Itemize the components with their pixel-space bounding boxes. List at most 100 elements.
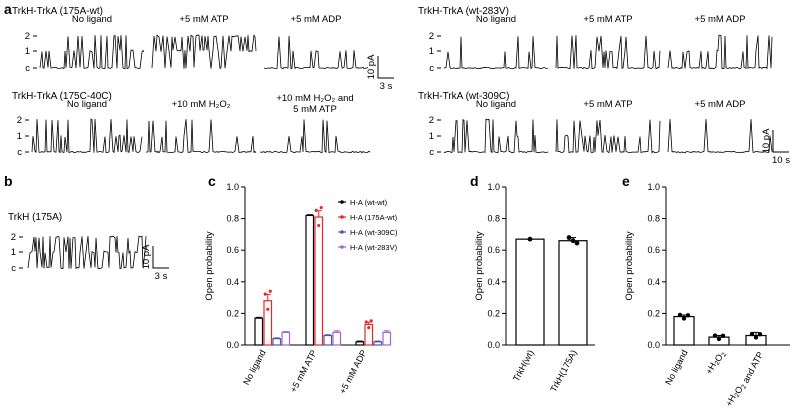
y-tick-label: 1.0 [226, 182, 239, 192]
bar [254, 317, 264, 346]
recording-group: TrkH-TrkA (175C-40C) 2 1 c No ligand +10 mM H… [12, 91, 371, 158]
bar [314, 216, 324, 346]
condition-label: +10 mM H₂O₂ [172, 99, 231, 110]
panel-label: c [208, 173, 216, 189]
data-point [753, 335, 759, 340]
data-point [757, 332, 763, 337]
bar [382, 331, 392, 346]
condition-label: 5 mM ATP [293, 104, 337, 115]
legend-label: H-A (wt-283V) [350, 243, 398, 252]
x-tick-label: No ligand [663, 348, 690, 386]
y-tick-label: 0.2 [647, 308, 660, 318]
current-trace [667, 34, 773, 70]
scale-bar [152, 246, 169, 269]
level-label: 1 [25, 46, 30, 57]
level-label: 1 [17, 131, 22, 142]
data-point [266, 307, 270, 311]
level-label: 2 [17, 115, 22, 126]
level-label: c [25, 63, 30, 74]
condition-label: +5 mM ADP [291, 14, 342, 25]
y-axis-label: Open probability [474, 231, 485, 300]
condition-label: +10 mM H₂O₂ and [276, 93, 353, 104]
bar [305, 214, 315, 346]
recording-title: TrkH (175A) [8, 212, 62, 223]
level-label: 1 [429, 46, 434, 57]
scale-bar [772, 130, 789, 153]
current-trace [263, 35, 369, 70]
bar [272, 338, 282, 346]
data-point [677, 312, 683, 318]
y-tick-label: 0.6 [226, 245, 239, 255]
recording-group: TrkH-TrkA (175A-wt) 2 1 c No ligand +5 mM ATP… [12, 6, 369, 74]
y-tick-label: 0.6 [647, 245, 660, 255]
x-tick-label: +H2O2 and ATP [724, 348, 766, 408]
bar [281, 331, 291, 346]
data-point [263, 292, 267, 296]
level-label: 1 [11, 247, 16, 258]
data-point [681, 316, 687, 321]
legend-marker [340, 245, 344, 249]
legend-label: H-A (wt-309C) [350, 228, 398, 237]
level-label: 2 [429, 115, 434, 126]
scale-bar-y-label: 10 pA [366, 54, 377, 79]
condition-label: +5 mM ATP [179, 14, 228, 25]
bar [263, 300, 273, 346]
level-label: c [429, 63, 434, 74]
condition-label: +5 mM ADP [695, 99, 746, 110]
scale-bar [377, 56, 394, 79]
bar [673, 315, 695, 346]
data-point [369, 319, 373, 323]
panel-a: a TrkH-TrkA (175A-wt) 2 1 c No ligand +5 mM AT… [4, 1, 790, 166]
data-point [749, 331, 755, 337]
data-point [685, 313, 691, 318]
y-tick-label: 0.2 [487, 308, 500, 318]
x-tick-label: No ligand [241, 348, 268, 386]
level-label: 1 [429, 131, 434, 142]
panel-label: a [4, 1, 12, 17]
current-trace [259, 119, 371, 154]
scale-bar-x-label: 3 s [380, 81, 393, 92]
data-point [716, 336, 722, 342]
y-tick-label: 0.4 [647, 277, 660, 287]
scale-bar-y-label: 10 pA [141, 244, 152, 269]
level-label: c [11, 263, 16, 274]
condition-label: No ligand [67, 99, 107, 110]
level-label: c [17, 147, 22, 158]
recording-title: TrkH-TrkA (175C-40C) [12, 91, 112, 102]
recording-title: TrkH-TrkA (wt-309C) [418, 91, 509, 102]
y-axis-label: Open probability [624, 231, 635, 300]
condition-label: +5 mM ADP [695, 14, 746, 25]
data-point [319, 205, 323, 210]
x-tick-label: +H2O2 [704, 348, 729, 378]
recording-group: TrkH-TrkA (wt-283V) 2 1 c No ligand +5 mM ATP… [418, 6, 773, 74]
current-trace [555, 119, 661, 154]
condition-label: +5 mM ATP [583, 14, 632, 25]
y-axis-label: Open probability [204, 231, 215, 300]
y-tick-label: 1.0 [487, 182, 500, 192]
y-tick-label: 1.0 [647, 182, 660, 192]
data-point [712, 333, 718, 338]
bar [515, 238, 545, 346]
y-tick-label: 0.4 [487, 277, 500, 287]
data-point [574, 240, 580, 246]
data-point [720, 333, 726, 339]
current-trace [27, 235, 147, 270]
legend-marker [340, 200, 344, 204]
x-tick-label: +5 mM ATP [288, 348, 319, 394]
scale-bar-y-label: 10 pA [761, 128, 772, 153]
bar [355, 341, 365, 346]
y-tick-label: 0.6 [487, 245, 500, 255]
data-point [527, 236, 533, 242]
panel-e: e 0.0 0.2 0.4 0.6 0.8 1.0 Open probability No li… [622, 173, 790, 408]
y-tick-label: 0.0 [647, 340, 660, 350]
scale-bar-x-label: 3 s [155, 271, 168, 282]
current-trace [443, 118, 549, 154]
current-trace [667, 119, 773, 154]
legend-marker [340, 230, 344, 234]
current-trace [39, 34, 145, 70]
x-tick-label: TrkH(wt) [511, 348, 536, 383]
data-point [317, 223, 321, 228]
condition-label: No ligand [476, 99, 516, 110]
panel-b: b TrkH (175A) 2 1 c 10 pA3 s [4, 173, 169, 282]
